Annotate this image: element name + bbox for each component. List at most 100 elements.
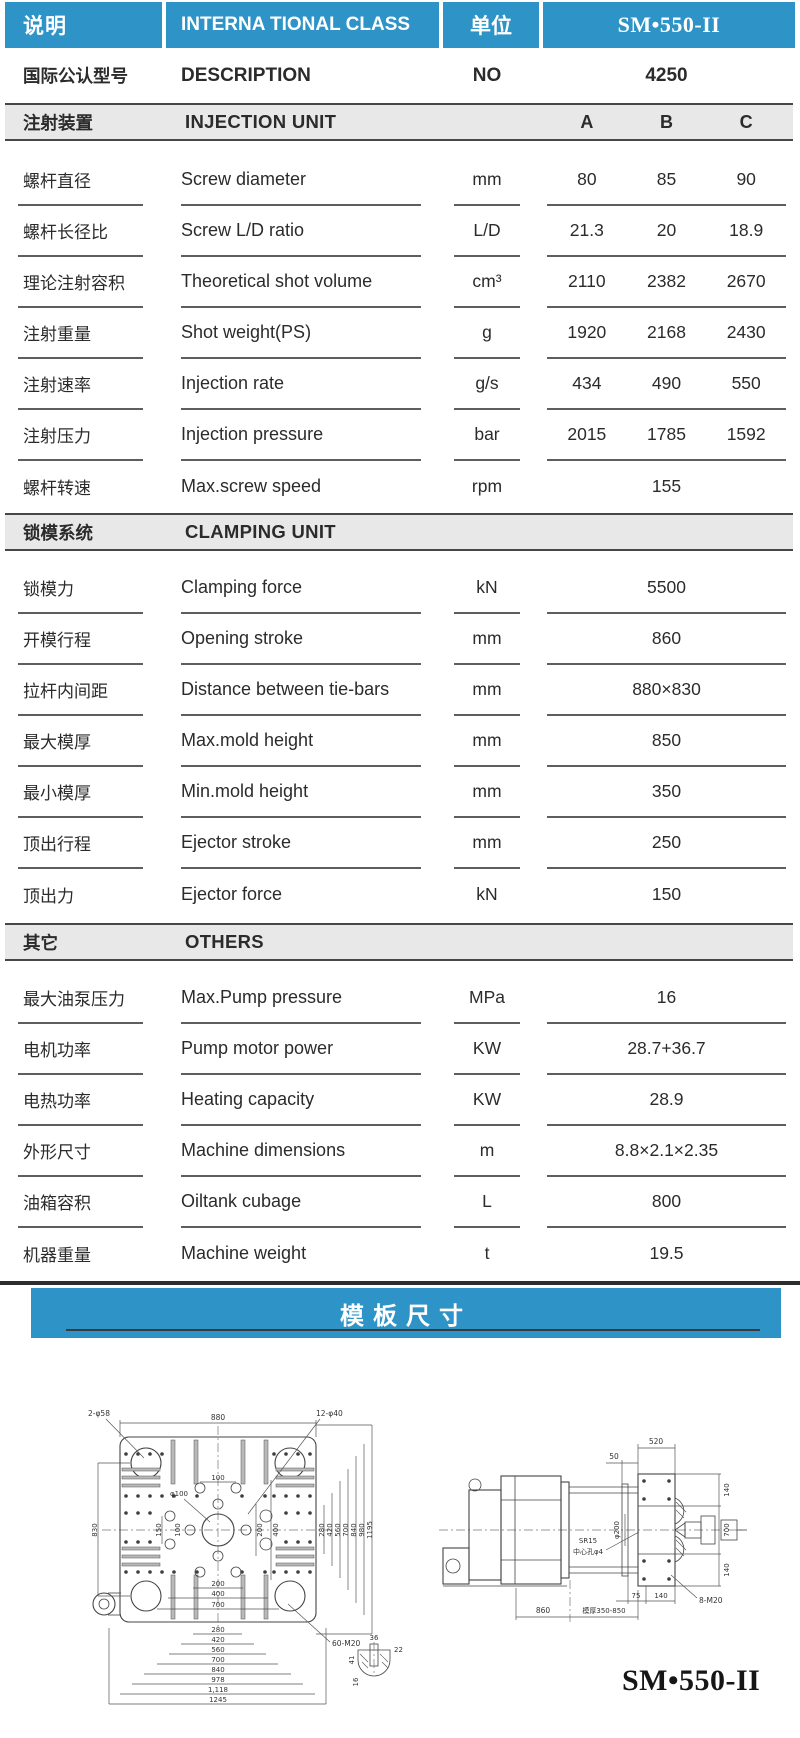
spec-cn: 螺杆转速 xyxy=(18,461,143,512)
value-merged: 880×830 xyxy=(632,679,701,699)
spec-unit: mm xyxy=(454,716,520,767)
spec-row: 螺杆长径比 Screw L/D ratio L/D 21.3 20 18.9 xyxy=(0,206,800,257)
spec-values: 1920 2168 2430 xyxy=(547,308,786,359)
dim-label: 700 xyxy=(211,1656,224,1664)
spec-cn: 注射速率 xyxy=(18,359,143,410)
spec-en: Injection rate xyxy=(181,359,421,410)
spec-unit: kN xyxy=(454,563,520,614)
injection-rows: 螺杆直径 Screw diameter mm 80 85 90 螺杆长径比 Sc… xyxy=(0,155,800,512)
spec-values: 19.5 xyxy=(547,1228,786,1279)
description-unit: NO xyxy=(454,48,520,103)
section-header-clamping: 锁模系统 CLAMPING UNIT xyxy=(5,513,793,551)
value-c: 1592 xyxy=(726,424,766,444)
spec-en-label: Distance between tie-bars xyxy=(181,679,390,699)
spec-cn: 最大油泵压力 xyxy=(18,973,143,1024)
spec-en-label: Screw diameter xyxy=(181,169,307,189)
spec-unit: kN xyxy=(454,869,520,920)
spec-row: 电机功率 Pump motor power KW 28.7+36.7 xyxy=(0,1024,800,1075)
spec-en: Theoretical shot volume xyxy=(181,257,421,308)
dim-label: 830 xyxy=(91,1523,99,1536)
value-merged: 16 xyxy=(656,987,677,1007)
spec-en-label: Min.mold height xyxy=(181,781,309,801)
value-merged: 250 xyxy=(651,832,682,852)
spec-values: 5500 xyxy=(547,563,786,614)
value-merged: 28.7+36.7 xyxy=(627,1038,706,1058)
dim-label: 150 xyxy=(155,1523,163,1536)
col-b-label: B xyxy=(660,111,673,132)
spec-values: 80 85 90 xyxy=(547,155,786,206)
dim-label: 2-φ58 xyxy=(88,1409,110,1418)
dim-label: 560 xyxy=(211,1646,224,1654)
divider-rule xyxy=(0,1281,800,1285)
platen-front-drawing: 880 2-φ58 12-φ40 830 280 420 560 700 840… xyxy=(88,1409,403,1705)
dim-label: 8-M20 xyxy=(699,1596,723,1605)
value-b: 1785 xyxy=(647,424,686,444)
description-cn: 国际公认型号 xyxy=(18,48,143,103)
spec-unit: t xyxy=(454,1228,520,1279)
dim-label: 840 xyxy=(350,1523,358,1536)
value-merged: 155 xyxy=(651,476,682,496)
spec-unit-label: cm³ xyxy=(472,271,502,291)
spec-en-label: Max.mold height xyxy=(181,730,314,750)
spec-unit: mm xyxy=(454,665,520,716)
spec-unit-label: L/D xyxy=(473,220,501,240)
spec-unit-label: kN xyxy=(476,577,498,597)
spec-en: Ejector stroke xyxy=(181,818,421,869)
spec-cn: 电机功率 xyxy=(18,1024,143,1075)
spec-en: Max.screw speed xyxy=(181,461,421,512)
spec-row: 理论注射容积 Theoretical shot volume cm³ 2110 … xyxy=(0,257,800,308)
spec-row: 注射速率 Injection rate g/s 434 490 550 xyxy=(0,359,800,410)
spec-values: 8.8×2.1×2.35 xyxy=(547,1126,786,1177)
spec-values: 16 xyxy=(547,973,786,1024)
value-b: 2382 xyxy=(647,271,686,291)
spec-cn: 拉杆内间距 xyxy=(18,665,143,716)
value-a: 80 xyxy=(577,169,597,189)
spec-row: 开模行程 Opening stroke mm 860 xyxy=(0,614,800,665)
spec-cn-label: 螺杆直径 xyxy=(23,172,91,191)
dim-label: 75 xyxy=(632,1592,641,1600)
dim-label: 700 xyxy=(211,1601,224,1609)
dim-label: 420 xyxy=(326,1523,334,1536)
section-en-label: CLAMPING UNIT xyxy=(185,521,336,542)
spec-unit: mm xyxy=(454,818,520,869)
spec-cn: 顶出行程 xyxy=(18,818,143,869)
spec-values: 150 xyxy=(547,869,786,920)
spec-row: 最大油泵压力 Max.Pump pressure MPa 16 xyxy=(0,973,800,1024)
spec-en: Pump motor power xyxy=(181,1024,421,1075)
value-merged: 28.9 xyxy=(649,1089,684,1109)
dim-label: 400 xyxy=(211,1590,224,1598)
dim-label: 200 xyxy=(211,1580,224,1588)
value-merged: 5500 xyxy=(647,577,686,597)
spec-values: 860 xyxy=(547,614,786,665)
dim-label: 700 xyxy=(342,1523,350,1536)
dim-label: 978 xyxy=(211,1676,224,1684)
dim-label: 1245 xyxy=(209,1696,227,1704)
dim-label: 140 xyxy=(723,1483,731,1496)
spec-unit-label: L xyxy=(482,1191,492,1211)
model-label: SM•550-II xyxy=(617,12,721,37)
dim-label: 36 xyxy=(370,1634,379,1642)
col-a-label: A xyxy=(580,111,594,132)
dim-label: 140 xyxy=(723,1563,731,1576)
spec-unit: cm³ xyxy=(454,257,520,308)
spec-unit: MPa xyxy=(454,973,520,1024)
spec-en: Ejector force xyxy=(181,869,421,920)
spec-en: Screw diameter xyxy=(181,155,421,206)
spec-en: Screw L/D ratio xyxy=(181,206,421,257)
spec-cn: 注射重量 xyxy=(18,308,143,359)
dim-label: 12-φ40 xyxy=(316,1409,343,1418)
spec-cn-label: 电热功率 xyxy=(23,1092,91,1111)
spec-values: 28.7+36.7 xyxy=(547,1024,786,1075)
spec-cn-label: 注射压力 xyxy=(23,427,91,446)
spec-values: 155 xyxy=(547,461,786,512)
spec-cn-label: 顶出力 xyxy=(23,887,74,906)
value-merged: 8.8×2.1×2.35 xyxy=(614,1140,719,1160)
spec-row: 螺杆转速 Max.screw speed rpm 155 xyxy=(0,461,800,512)
value-merged: 350 xyxy=(651,781,682,801)
spec-row: 螺杆直径 Screw diameter mm 80 85 90 xyxy=(0,155,800,206)
spec-cn: 最大模厚 xyxy=(18,716,143,767)
value-a: 21.3 xyxy=(569,220,604,240)
section-cn-label: 锁模系统 xyxy=(23,522,93,543)
spec-values: 2110 2382 2670 xyxy=(547,257,786,308)
spec-row: 注射压力 Injection pressure bar 2015 1785 15… xyxy=(0,410,800,461)
